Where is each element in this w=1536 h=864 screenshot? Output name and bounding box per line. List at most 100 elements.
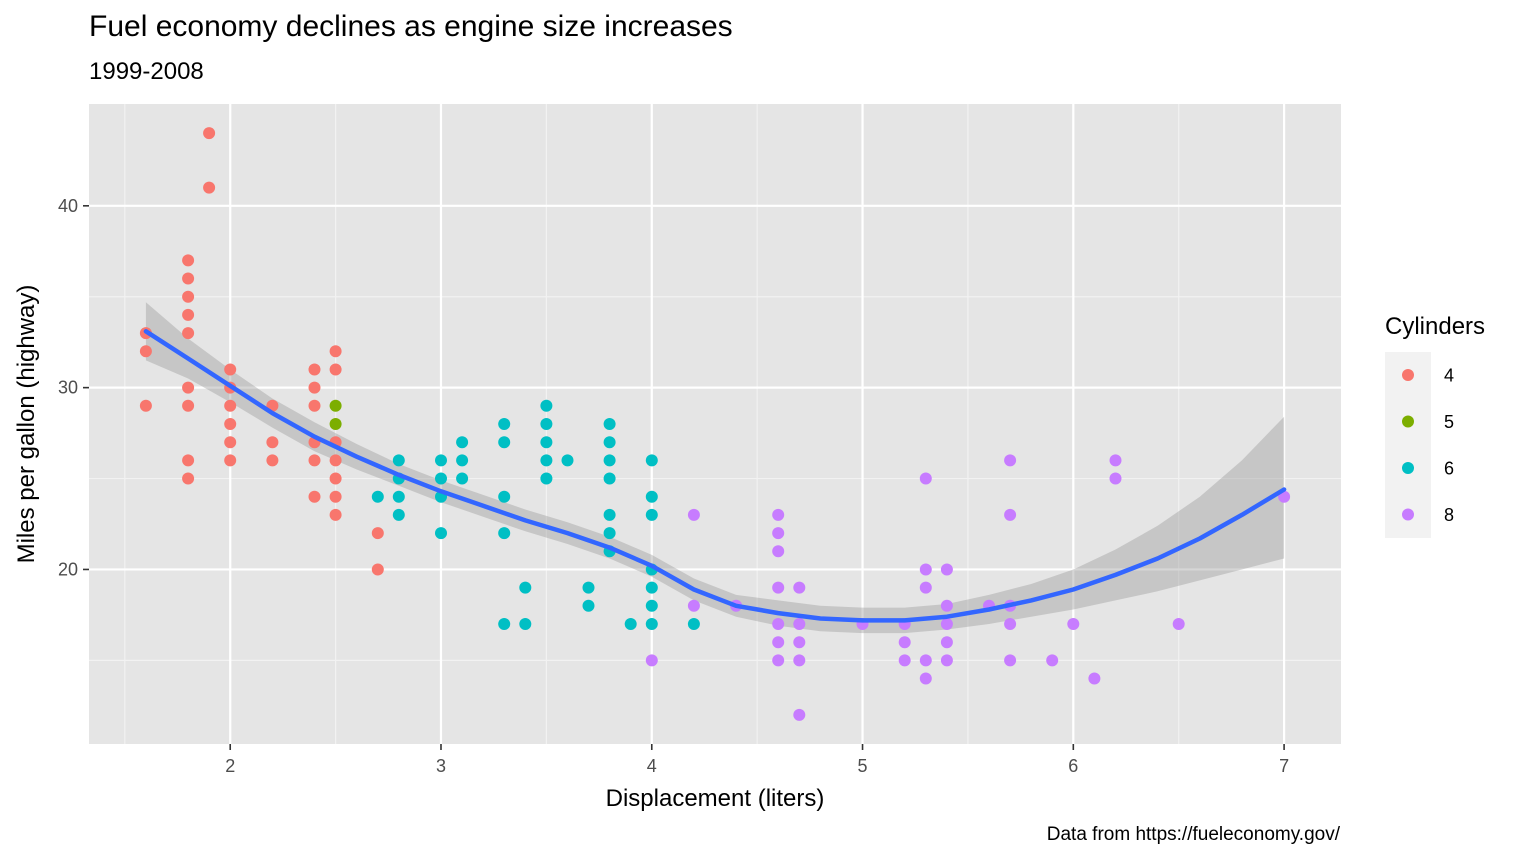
- data-point-cyl-8: [1067, 618, 1080, 630]
- data-point-cyl-6: [392, 454, 405, 467]
- data-point-cyl-4: [308, 490, 321, 503]
- legend-key-background: [1385, 352, 1431, 538]
- data-point-cyl-8: [898, 654, 911, 667]
- data-point-cyl-8: [793, 618, 806, 630]
- legend-label-8: 8: [1444, 505, 1454, 525]
- data-point-cyl-8: [919, 672, 932, 685]
- data-point-cyl-4: [182, 272, 195, 285]
- data-point-cyl-4: [139, 345, 152, 358]
- data-point-cyl-4: [224, 399, 237, 412]
- legend-label-5: 5: [1444, 412, 1454, 432]
- data-point-cyl-6: [371, 490, 384, 503]
- data-point-cyl-6: [435, 472, 447, 485]
- data-point-cyl-6: [456, 454, 469, 467]
- data-point-cyl-8: [919, 472, 932, 485]
- legend-key-6: [1402, 462, 1414, 474]
- data-point-cyl-6: [645, 508, 658, 521]
- data-point-cyl-6: [540, 418, 553, 430]
- data-point-cyl-8: [772, 654, 785, 667]
- data-point-cyl-4: [182, 308, 195, 321]
- data-point-cyl-6: [392, 490, 405, 503]
- data-point-cyl-6: [435, 454, 447, 467]
- data-point-cyl-4: [182, 290, 195, 303]
- data-point-cyl-4: [224, 454, 237, 467]
- data-point-cyl-6: [498, 527, 511, 540]
- data-point-cyl-6: [456, 472, 469, 485]
- legend-title: Cylinders: [1385, 313, 1485, 340]
- data-point-cyl-4: [182, 254, 195, 267]
- data-point-cyl-6: [498, 418, 511, 430]
- x-tick-label: 5: [858, 756, 868, 776]
- data-point-cyl-6: [645, 599, 658, 612]
- data-point-cyl-4: [224, 363, 237, 376]
- data-point-cyl-8: [1004, 454, 1017, 467]
- data-point-cyl-4: [182, 454, 195, 467]
- data-point-cyl-4: [182, 472, 195, 485]
- confidence-ribbon: [145, 302, 1285, 634]
- data-point-cyl-8: [772, 545, 785, 558]
- x-tick-label: 2: [225, 756, 235, 776]
- data-point-cyl-6: [561, 454, 574, 467]
- x-tick-label: 3: [436, 756, 446, 776]
- y-axis-title: Miles per gallon (highway): [13, 285, 40, 564]
- data-point-cyl-4: [224, 418, 237, 430]
- data-point-cyl-5: [329, 418, 342, 430]
- data-point-cyl-6: [435, 527, 447, 540]
- data-point-cyl-6: [687, 618, 700, 630]
- data-point-cyl-8: [793, 654, 806, 667]
- data-point-cyl-6: [519, 581, 532, 594]
- data-point-cyl-4: [329, 454, 342, 467]
- data-point-cyl-8: [772, 581, 785, 594]
- data-point-cyl-8: [1004, 618, 1017, 630]
- data-point-cyl-8: [1109, 472, 1122, 485]
- data-point-cyl-8: [1004, 654, 1017, 667]
- data-point-cyl-8: [1109, 454, 1122, 467]
- data-point-cyl-4: [203, 181, 216, 194]
- data-point-cyl-4: [371, 527, 384, 540]
- data-point-cyl-4: [266, 436, 279, 449]
- data-point-cyl-6: [540, 472, 553, 485]
- data-point-cyl-6: [582, 581, 595, 594]
- y-tick-label: 40: [58, 196, 78, 216]
- data-point-cyl-4: [329, 490, 342, 503]
- data-point-cyl-8: [1046, 654, 1059, 667]
- data-point-cyl-8: [919, 581, 932, 594]
- data-point-cyl-8: [940, 618, 953, 630]
- data-point-cyl-6: [603, 418, 616, 430]
- data-point-cyl-8: [898, 636, 911, 649]
- data-point-cyl-6: [645, 618, 658, 630]
- data-point-cyl-8: [772, 636, 785, 649]
- data-point-cyl-8: [940, 563, 953, 576]
- data-point-cyl-6: [540, 436, 553, 449]
- data-point-cyl-4: [329, 472, 342, 485]
- data-point-cyl-8: [919, 563, 932, 576]
- data-point-cyl-6: [498, 436, 511, 449]
- data-point-cyl-8: [687, 508, 700, 521]
- x-axis-title: Displacement (liters): [606, 785, 825, 812]
- data-point-cyl-8: [772, 508, 785, 521]
- data-point-cyl-4: [308, 399, 321, 412]
- legend-key-8: [1402, 508, 1414, 521]
- data-point-cyl-4: [308, 454, 321, 467]
- data-point-cyl-4: [329, 363, 342, 376]
- data-point-cyl-4: [203, 127, 216, 140]
- x-tick-label: 4: [647, 756, 657, 776]
- data-point-cyl-6: [624, 618, 637, 630]
- data-point-cyl-6: [498, 618, 511, 630]
- data-point-cyl-8: [793, 581, 806, 594]
- data-point-cyl-6: [498, 490, 511, 503]
- data-point-cyl-6: [603, 454, 616, 467]
- panel-background: [89, 104, 1341, 744]
- data-point-cyl-6: [603, 472, 616, 485]
- data-point-cyl-8: [1004, 508, 1017, 521]
- data-point-cyl-4: [182, 327, 195, 340]
- data-point-cyl-6: [519, 618, 532, 630]
- y-tick-label: 30: [58, 378, 78, 398]
- legend: Cylinders 4 5 6 8: [1385, 313, 1485, 538]
- x-tick-label: 7: [1279, 756, 1289, 776]
- legend-key-5: [1402, 415, 1414, 428]
- data-point-cyl-8: [940, 654, 953, 667]
- data-point-cyl-6: [456, 436, 469, 449]
- y-tick-label: 20: [58, 559, 78, 579]
